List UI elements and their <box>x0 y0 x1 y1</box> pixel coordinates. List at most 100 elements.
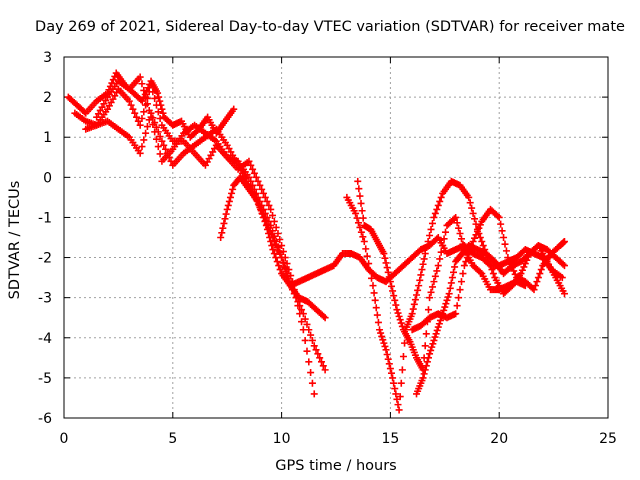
data-point <box>151 94 159 102</box>
data-point <box>256 181 264 189</box>
data-point <box>422 362 430 370</box>
data-point <box>533 278 541 286</box>
data-point <box>373 311 381 319</box>
data-point <box>358 207 366 215</box>
data-point <box>374 318 382 326</box>
data-point <box>419 374 427 382</box>
data-point <box>411 296 419 304</box>
data-point <box>220 219 228 227</box>
data-point <box>433 267 441 275</box>
data-point <box>424 306 432 314</box>
data-series-arc-7 <box>354 177 529 374</box>
data-point <box>257 205 265 213</box>
y-tick-label: -3 <box>38 291 52 307</box>
data-point <box>143 123 151 131</box>
data-point <box>413 291 421 299</box>
data-point <box>221 215 229 223</box>
data-point <box>310 390 318 398</box>
y-tick-label: 0 <box>43 170 52 186</box>
data-point <box>301 336 309 344</box>
data-point <box>419 260 427 268</box>
data-series-arc-9 <box>413 242 568 398</box>
data-point <box>357 199 365 207</box>
data-point <box>276 236 284 244</box>
data-point <box>125 97 133 105</box>
data-point <box>420 255 428 263</box>
data-point <box>421 342 429 350</box>
data-point <box>434 201 442 209</box>
data-point <box>459 270 467 278</box>
data-point <box>303 347 311 355</box>
x-tick-label: 25 <box>599 431 617 447</box>
plot-frame <box>63 56 609 419</box>
data-point <box>275 262 283 270</box>
data-point <box>269 246 277 254</box>
x-tick-labels: 0 5 10 15 20 25 <box>60 431 617 447</box>
data-point <box>376 326 384 334</box>
data-point <box>440 306 448 314</box>
data-point <box>534 274 542 282</box>
data-point <box>162 145 170 153</box>
data-point <box>217 234 225 241</box>
data-point <box>393 306 401 314</box>
data-point <box>269 227 277 235</box>
data-point <box>247 177 255 185</box>
data-point <box>154 108 162 116</box>
data-point <box>292 294 300 302</box>
data-point <box>269 211 277 219</box>
data-point <box>472 231 480 239</box>
data-point <box>252 173 260 181</box>
data-point <box>434 323 442 331</box>
data-point <box>505 257 513 265</box>
data-point <box>396 316 404 324</box>
data-point <box>433 326 441 334</box>
data-point <box>372 304 380 312</box>
data-point <box>410 300 418 308</box>
data-point <box>478 238 486 246</box>
data-point <box>389 374 397 382</box>
data-point <box>426 350 434 358</box>
data-point <box>359 233 367 241</box>
data-point <box>443 296 451 304</box>
data-point <box>360 238 368 246</box>
data-point <box>453 302 461 310</box>
data-point <box>265 229 273 237</box>
data-point <box>442 228 450 236</box>
data-point <box>441 303 449 311</box>
data-point <box>415 282 423 290</box>
data-point <box>140 86 148 94</box>
data-point <box>279 259 287 267</box>
x-tick-label: 20 <box>490 431 508 447</box>
data-point <box>427 346 435 354</box>
data-point <box>228 189 236 197</box>
y-tick-label: 1 <box>43 130 52 146</box>
y-tick-label: -5 <box>38 371 52 387</box>
data-point <box>452 310 460 318</box>
data-point <box>294 298 302 306</box>
data-point <box>158 105 166 113</box>
data-point <box>152 135 160 143</box>
data-point <box>501 240 509 248</box>
data-point <box>390 292 398 300</box>
data-point <box>465 250 473 258</box>
data-point <box>296 302 304 310</box>
data-point <box>382 259 390 267</box>
data-point <box>424 238 432 246</box>
data-point <box>274 229 282 237</box>
data-point <box>274 243 282 251</box>
data-point <box>353 214 361 222</box>
y-tick-label: 2 <box>43 90 52 106</box>
data-point <box>438 313 446 321</box>
data-point <box>428 343 436 351</box>
data-point <box>270 232 278 240</box>
data-point <box>268 242 276 250</box>
data-point <box>229 185 237 193</box>
data-point <box>434 262 442 270</box>
data-point <box>455 224 463 232</box>
data-point <box>397 379 405 387</box>
data-point <box>245 173 253 181</box>
data-point <box>147 113 155 121</box>
data-point <box>270 250 278 258</box>
data-point <box>457 235 465 243</box>
